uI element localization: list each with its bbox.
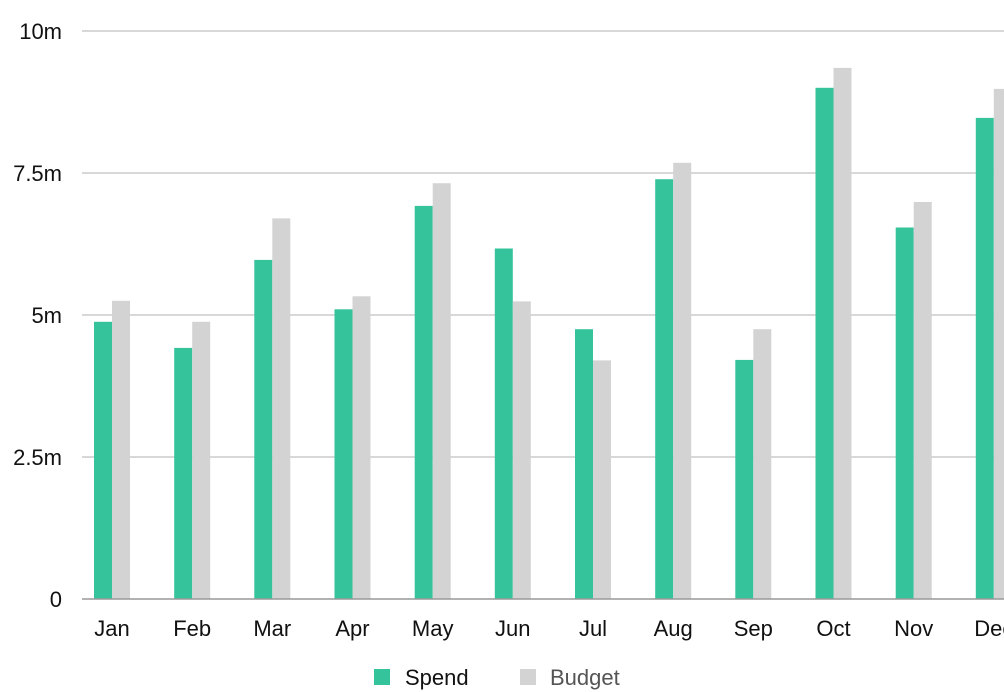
x-tick-label: Jun [495, 616, 530, 641]
x-tick-label: Oct [816, 616, 850, 641]
x-tick-label: May [412, 616, 454, 641]
x-axis-tick-labels: Jan Feb Mar Apr May Jun Jul Aug Sep Oct Nov Dec [94, 616, 1004, 641]
bars [94, 67, 1004, 600]
legend[interactable]: Spend Budget [374, 665, 620, 690]
bar-budget-dec[interactable] [993, 88, 1004, 600]
bar-budget-mar[interactable] [272, 218, 291, 599]
gridlines [82, 30, 1004, 458]
bar-spend-sep[interactable] [735, 359, 754, 599]
bar-budget-jan[interactable] [112, 300, 130, 599]
bar-spend-jun[interactable] [494, 248, 513, 600]
bar-spend-nov[interactable] [895, 227, 914, 600]
y-tick-label: 7.5m [13, 161, 62, 186]
x-tick-label: Apr [335, 616, 369, 641]
x-tick-label: Mar [253, 616, 291, 641]
bar-budget-aug[interactable] [673, 162, 692, 600]
bar-spend-dec[interactable] [975, 117, 994, 600]
legend-swatch [374, 669, 390, 685]
bar-spend-mar[interactable] [254, 259, 273, 599]
bar-spend-may[interactable] [414, 205, 433, 599]
x-tick-label: Jul [579, 616, 607, 641]
bar-budget-jul[interactable] [593, 360, 611, 599]
x-tick-label: Sep [734, 616, 773, 641]
y-tick-label: 0 [50, 587, 62, 612]
bar-budget-apr[interactable] [352, 296, 371, 599]
bar-budget-feb[interactable] [192, 321, 211, 599]
x-tick-label: Feb [173, 616, 211, 641]
legend-label: Budget [550, 665, 620, 690]
bar-budget-sep[interactable] [753, 329, 772, 599]
bar-budget-nov[interactable] [913, 202, 932, 599]
legend-item-budget[interactable]: Budget [520, 665, 620, 690]
x-tick-label: Jan [94, 616, 129, 641]
x-tick-label: Dec [974, 616, 1004, 641]
bar-spend-apr[interactable] [334, 309, 353, 599]
bar-budget-oct[interactable] [833, 67, 852, 599]
y-tick-label: 5m [31, 303, 62, 328]
bar-spend-oct[interactable] [815, 87, 834, 600]
legend-item-spend[interactable]: Spend [374, 665, 469, 690]
legend-swatch [520, 669, 536, 685]
y-axis-tick-labels: 0 2.5m 5m 7.5m 10m [13, 19, 62, 612]
bar-budget-jun[interactable] [512, 301, 531, 599]
y-tick-label: 2.5m [13, 445, 62, 470]
bar-spend-jan[interactable] [94, 321, 112, 599]
legend-label: Spend [405, 665, 469, 690]
y-tick-label: 10m [19, 19, 62, 44]
bar-spend-aug[interactable] [655, 179, 674, 599]
bar-spend-feb[interactable] [174, 347, 193, 599]
x-tick-label: Nov [894, 616, 933, 641]
bar-spend-jul[interactable] [575, 329, 593, 599]
x-tick-label: Aug [654, 616, 693, 641]
bar-budget-may[interactable] [432, 183, 451, 599]
